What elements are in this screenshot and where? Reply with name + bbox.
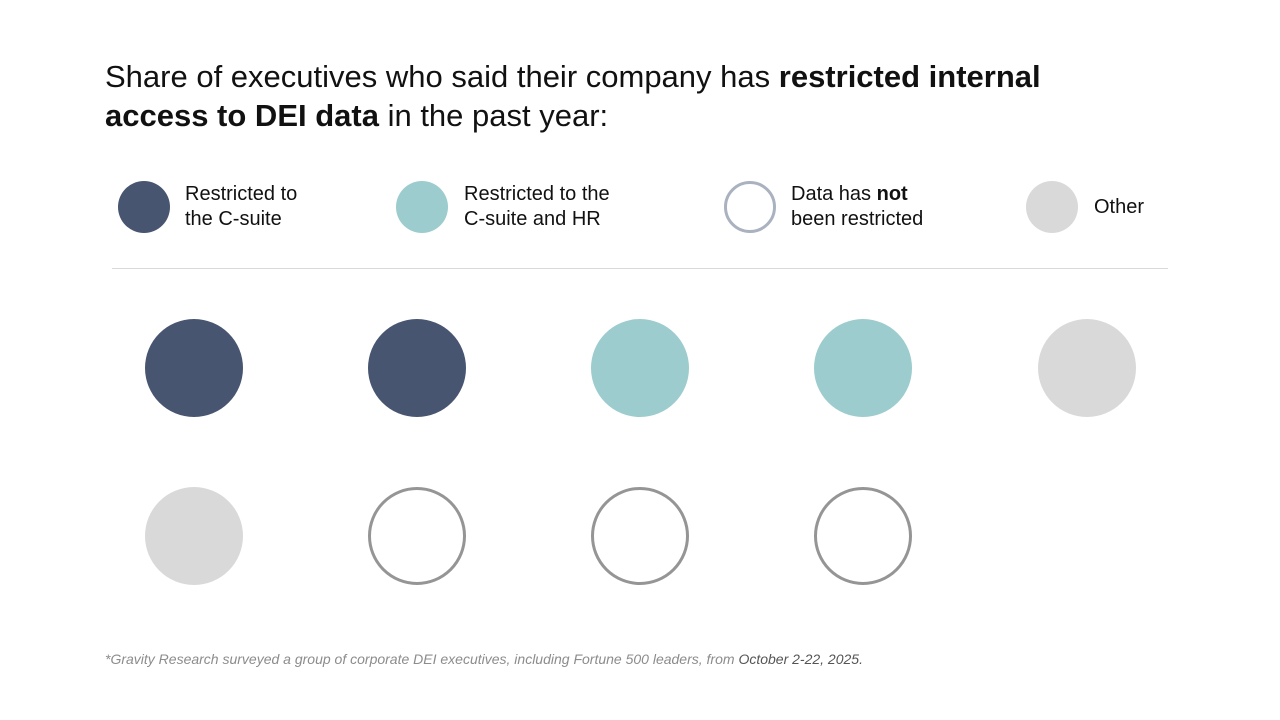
- legend-swatch-other: [1026, 181, 1078, 233]
- legend-csuite-line1: Restricted to: [185, 183, 298, 205]
- legend-csuite-hr-line1: Restricted to the: [464, 183, 610, 205]
- legend: Restricted to the C-suite Restricted to t…: [0, 0, 1280, 260]
- legend-swatch-csuite: [118, 181, 170, 233]
- footnote-date: October 2-22, 2025.: [738, 651, 863, 667]
- footnote-text: *Gravity Research surveyed a group of co…: [105, 651, 739, 667]
- legend-not-restricted-line2: been restricted: [791, 208, 924, 230]
- title-part-1: Share of executives who said their compa…: [105, 59, 779, 94]
- legend-csuite-line2: the C-suite: [185, 208, 282, 230]
- title-part-2: in the past year:: [378, 98, 609, 133]
- legend-label-csuite: Restricted to the C-suite: [185, 181, 297, 233]
- footnote: *Gravity Research surveyed a group of co…: [105, 651, 863, 667]
- waffle-dot-other: [1038, 319, 1136, 417]
- waffle-dot-csuite-hr: [814, 319, 912, 417]
- waffle-dot-csuite: [145, 319, 243, 417]
- waffle-dot-not-restricted: [591, 487, 689, 585]
- waffle-dot-other: [145, 487, 243, 585]
- waffle-dot-csuite-hr: [591, 319, 689, 417]
- legend-swatch-csuite-hr: [396, 181, 448, 233]
- legend-swatch-not-restricted: [724, 181, 776, 233]
- legend-label-other: Other: [1094, 181, 1144, 233]
- legend-not-restricted-line1-bold: not: [876, 183, 908, 205]
- legend-other-line1: Other: [1094, 195, 1145, 218]
- legend-label-csuite-hr: Restricted to the C-suite and HR: [464, 181, 610, 233]
- legend-csuite-hr-line2: C-suite and HR: [464, 208, 601, 230]
- waffle-dot-not-restricted: [368, 487, 466, 585]
- chart-title: Share of executives who said their compa…: [105, 57, 1105, 135]
- waffle-dot-csuite: [368, 319, 466, 417]
- title-bold: restricted internal access to DEI data: [105, 59, 1041, 133]
- legend-not-restricted-line1-pre: Data has: [791, 183, 877, 205]
- legend-label-not-restricted: Data has not been restricted: [791, 181, 923, 233]
- waffle-dot-not-restricted: [814, 487, 912, 585]
- divider: [112, 268, 1168, 269]
